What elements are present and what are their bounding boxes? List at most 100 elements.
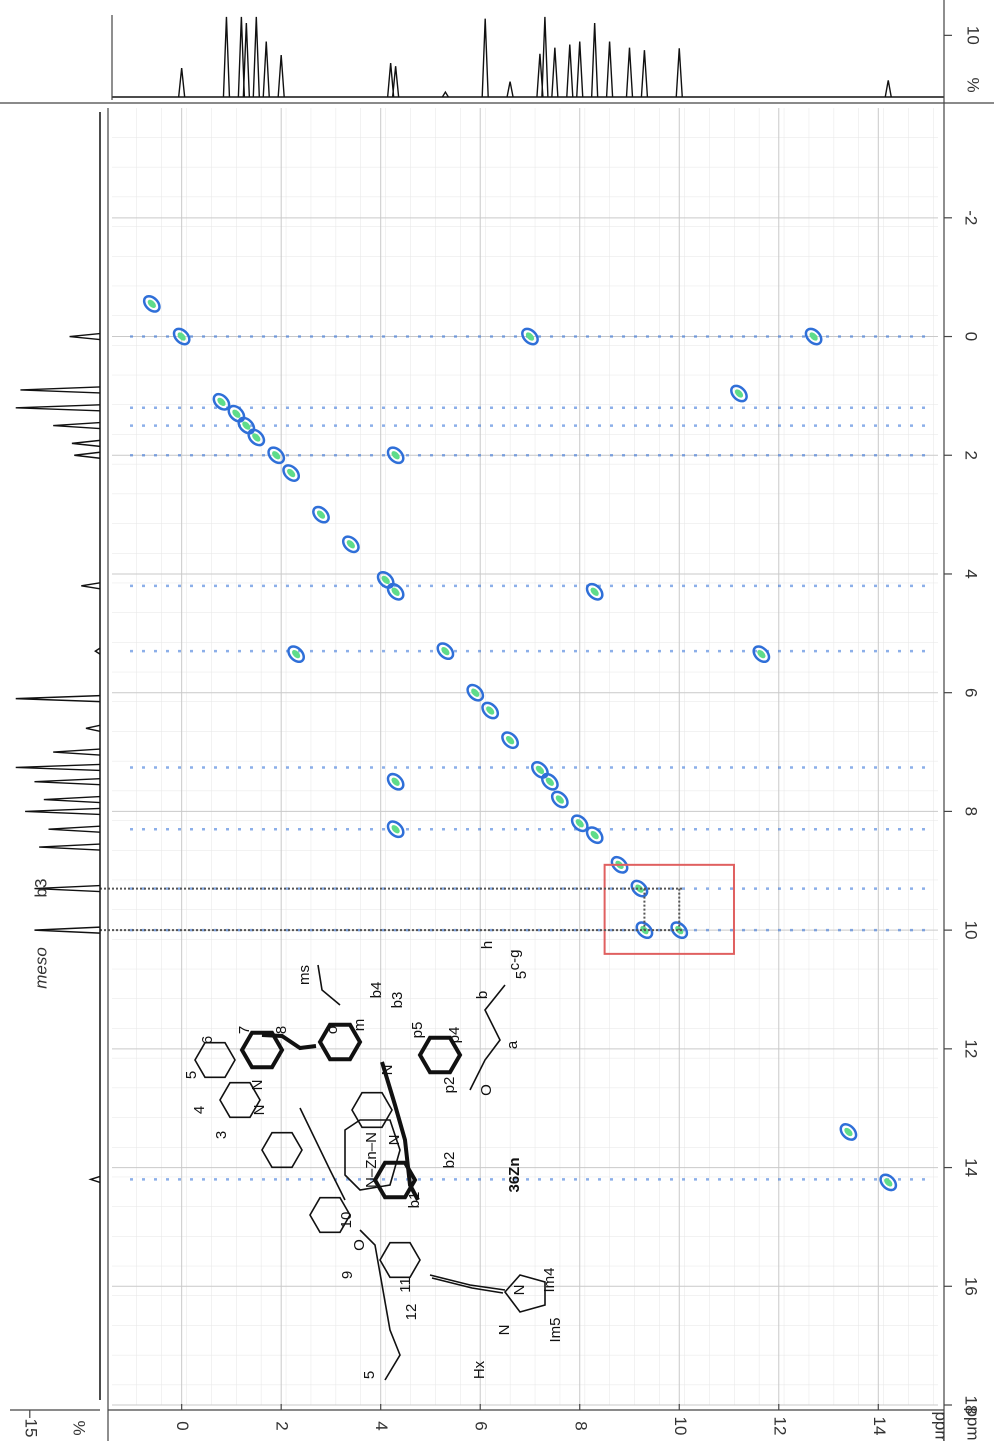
cross-peak <box>540 772 559 791</box>
structure-label: 5 <box>361 1371 378 1379</box>
cross-peak <box>466 683 485 702</box>
peak-contour <box>730 384 748 403</box>
cross-peak <box>585 826 604 845</box>
ring <box>417 1035 463 1075</box>
peak-contour <box>585 582 604 601</box>
peak-core <box>391 777 400 786</box>
x-tick-label: 12 <box>770 1417 789 1436</box>
top-peak <box>222 16 231 98</box>
y-tick-label: 12 <box>962 1039 981 1058</box>
peak-core <box>217 397 226 406</box>
peak-contour <box>247 428 266 447</box>
top-peak <box>237 16 246 98</box>
y-tick-label: 14 <box>962 1158 981 1177</box>
peak-contour <box>531 760 549 779</box>
peak-contour <box>212 392 231 411</box>
cross-peak <box>247 428 266 447</box>
cross-peak <box>287 645 306 664</box>
peak-core <box>316 510 326 519</box>
structure-label: 4 <box>191 1106 208 1114</box>
structure-label: c-g <box>506 950 523 971</box>
top-peak <box>481 18 489 98</box>
x-tick-label: 4 <box>372 1421 391 1430</box>
peak-core <box>291 649 301 659</box>
top-peak <box>884 80 892 98</box>
peak-contour <box>172 327 191 346</box>
structure-label: 12 <box>403 1304 420 1321</box>
cross-peak <box>142 294 161 313</box>
imidazole <box>503 1274 546 1313</box>
x-tick-label: 8 <box>571 1421 590 1430</box>
peak-contour <box>287 645 306 664</box>
ring <box>372 1160 418 1200</box>
minor-grid <box>112 108 938 1405</box>
cross-peak <box>879 1173 898 1192</box>
ring <box>261 1131 303 1169</box>
top-peak <box>386 63 395 98</box>
linker <box>299 1107 346 1201</box>
highlight-box <box>603 863 735 955</box>
cross-peak <box>570 814 589 833</box>
peak-core <box>575 819 584 828</box>
cross-peak <box>585 582 604 601</box>
peak-contour <box>386 582 405 601</box>
peak-core <box>525 332 535 341</box>
peak-contour <box>670 921 689 940</box>
peak-contour <box>879 1173 898 1192</box>
peak-contour <box>635 921 654 940</box>
left-peak <box>71 439 101 448</box>
left-peak <box>53 421 101 430</box>
peak-core <box>272 451 281 460</box>
peak-core <box>346 540 355 549</box>
left-peak <box>15 763 101 772</box>
peaks <box>100 294 898 1192</box>
top-axis-label: % <box>964 77 983 92</box>
y-tick-label: 0 <box>962 332 981 341</box>
peak-contour <box>466 683 485 702</box>
top-peak <box>590 22 599 98</box>
left-peak <box>15 404 101 412</box>
y-axis-label: ppm <box>964 1407 983 1440</box>
peak-core <box>635 884 644 893</box>
structure-label: b <box>474 991 491 999</box>
peak-core <box>734 389 744 398</box>
structure-label: 11 <box>397 1277 414 1293</box>
structure-label: 9 <box>339 1271 356 1279</box>
left-peak <box>34 884 101 893</box>
ring <box>239 1030 285 1070</box>
structure-label: 3 <box>213 1131 230 1139</box>
structure-label: b4 <box>368 982 385 999</box>
left-peak <box>69 332 101 341</box>
peak-contour <box>481 701 500 720</box>
structure-label: 5 <box>513 971 530 979</box>
ring <box>309 1196 351 1234</box>
cross-peak <box>436 642 455 661</box>
cross-peak <box>531 760 549 779</box>
peak-contour <box>540 772 559 791</box>
top-peak <box>441 90 449 98</box>
structure-label: p4 <box>446 1027 463 1044</box>
cross-peak <box>282 464 301 482</box>
structure-label: h <box>479 941 496 949</box>
peak-core <box>809 332 818 341</box>
peak-core <box>252 433 261 442</box>
cross-peak <box>481 701 500 720</box>
peak-contour <box>267 446 286 465</box>
structure-label: b1 <box>406 1192 423 1209</box>
top-peak <box>242 22 251 98</box>
left-peak <box>85 724 101 732</box>
x-tick-label: 0 <box>173 1421 192 1430</box>
top-peak <box>277 55 285 98</box>
structure-label: N <box>511 1285 528 1296</box>
left-peak <box>34 778 101 786</box>
peak-contour <box>376 571 395 589</box>
peak-core <box>590 587 599 596</box>
structure-label: Im5 <box>547 1317 564 1342</box>
peak-contour <box>386 820 405 839</box>
peak-core <box>391 587 400 596</box>
structure-label: Hx <box>471 1360 488 1379</box>
peak-contour <box>386 446 405 465</box>
structure-label: b3 <box>389 992 406 1009</box>
